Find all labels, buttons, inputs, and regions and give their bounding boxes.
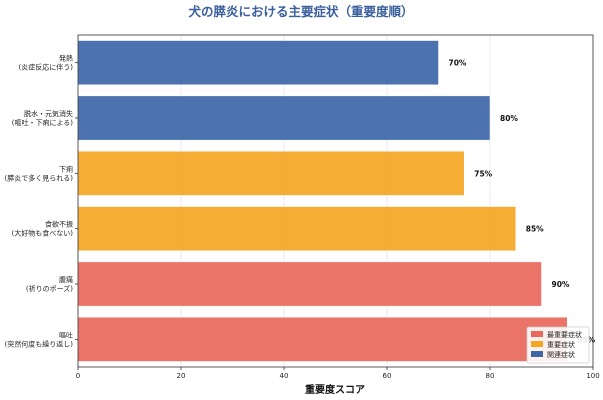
bar [77, 95, 491, 141]
x-tick-label: 0 [76, 372, 80, 380]
y-tick-label: 下痢 [59, 164, 73, 173]
x-tick-label: 20 [177, 372, 186, 380]
plot-frame [77, 34, 594, 368]
legend-swatch [531, 341, 543, 347]
x-tick-label: 100 [586, 372, 599, 380]
bars-layer: 70%80%75%85%90%95% [77, 40, 596, 362]
y-tick-label: 食欲不振 [45, 220, 73, 229]
data-label: 85% [526, 225, 544, 234]
y-tick-label: (炎症反応に伴う) [19, 63, 74, 72]
legend-label: 関連症状 [547, 350, 575, 359]
bar [77, 316, 568, 362]
x-tick-label: 60 [383, 372, 392, 380]
x-tick-label: 80 [486, 372, 495, 380]
data-label: 70% [449, 59, 467, 68]
y-tick-label: (突然何度も繰り返し) [5, 339, 74, 348]
data-label: 75% [474, 169, 492, 178]
data-label: 80% [500, 114, 518, 123]
y-tick-label: 腹痛 [59, 275, 73, 284]
bar [77, 261, 542, 307]
y-tick-label: (嘔吐・下痢による) [12, 118, 74, 127]
x-axis-label: 重要度スコア [305, 383, 365, 396]
y-tick-label: 発熱 [59, 54, 73, 63]
legend-label: 重要症状 [547, 340, 575, 349]
data-label: 90% [552, 280, 570, 289]
legend-swatch [531, 331, 543, 337]
y-tick-label: (大好物も食べない) [12, 229, 74, 238]
bar [77, 206, 516, 252]
bar [77, 150, 465, 196]
legend-label: 最重要症状 [547, 330, 582, 339]
x-tick-label: 40 [280, 372, 289, 380]
axes-layer: 0 20 40 60 80 100 発熱(炎症反応に伴う) 脱水・元気消失(嘔吐・下痢による)… [5, 34, 600, 380]
legend-swatch [531, 351, 543, 357]
y-tick-label: 脱水・元気消失 [24, 109, 73, 118]
y-tick-label: (膵炎で多く見られる) [5, 173, 74, 182]
y-tick-label: (祈りのポーズ) [26, 284, 73, 293]
chart-title: 犬の膵炎における主要症状（重要度順） [187, 4, 413, 19]
y-tick-label: 嘔吐 [59, 330, 73, 339]
bar [77, 40, 439, 86]
